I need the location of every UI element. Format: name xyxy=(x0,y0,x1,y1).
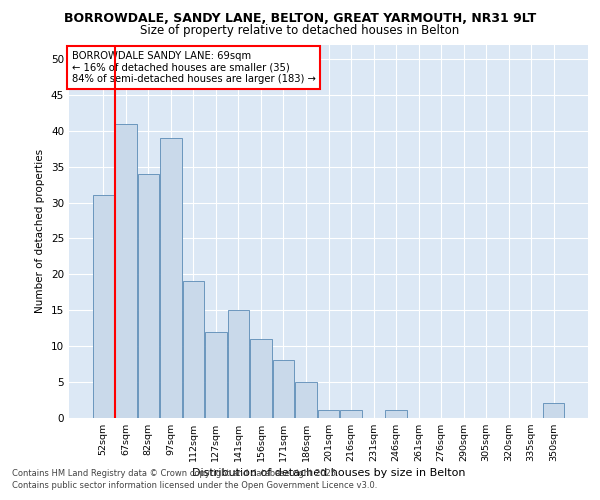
Bar xyxy=(205,332,227,418)
Bar xyxy=(115,124,137,418)
Text: Contains HM Land Registry data © Crown copyright and database right 2025.: Contains HM Land Registry data © Crown c… xyxy=(12,468,338,477)
Bar xyxy=(92,196,114,418)
Text: Contains public sector information licensed under the Open Government Licence v3: Contains public sector information licen… xyxy=(12,481,377,490)
Bar xyxy=(385,410,407,418)
Text: BORROWDALE SANDY LANE: 69sqm
← 16% of detached houses are smaller (35)
84% of se: BORROWDALE SANDY LANE: 69sqm ← 16% of de… xyxy=(71,50,316,84)
Y-axis label: Number of detached properties: Number of detached properties xyxy=(35,149,46,314)
Bar xyxy=(182,282,204,418)
Bar xyxy=(228,310,249,418)
Bar xyxy=(543,403,565,417)
Bar xyxy=(160,138,182,417)
Bar xyxy=(295,382,317,418)
Text: Size of property relative to detached houses in Belton: Size of property relative to detached ho… xyxy=(140,24,460,37)
X-axis label: Distribution of detached houses by size in Belton: Distribution of detached houses by size … xyxy=(192,468,465,478)
Bar xyxy=(340,410,362,418)
Bar xyxy=(137,174,159,418)
Text: BORROWDALE, SANDY LANE, BELTON, GREAT YARMOUTH, NR31 9LT: BORROWDALE, SANDY LANE, BELTON, GREAT YA… xyxy=(64,12,536,26)
Bar xyxy=(318,410,339,418)
Bar xyxy=(250,338,272,417)
Bar xyxy=(273,360,294,418)
